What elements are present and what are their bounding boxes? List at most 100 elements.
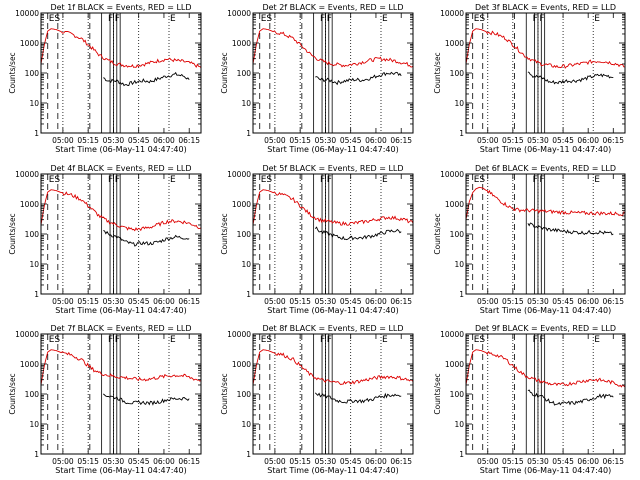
events-series-line (314, 392, 402, 404)
x-tick-label: 05:45 (552, 457, 574, 466)
plot-frame (40, 173, 202, 295)
x-tick-label: 05:00 (52, 457, 74, 466)
x-tick-label: 06:00 (365, 136, 387, 145)
detector-panel: Det 8f BLACK = Events, RED = LLD ES F F E 1 10… (220, 324, 414, 475)
marker-label: F (533, 14, 538, 24)
x-tick-label: 05:15 (289, 297, 311, 306)
marker-label: F (327, 175, 332, 185)
detector-panel: Det 9f BLACK = Events, RED = LLD ES F F E 1 10… (433, 324, 626, 475)
x-axis-label: Start Time (06-May-11 04:47:40) (480, 306, 611, 315)
marker-label: F (115, 14, 120, 24)
y-tick-label: 10000 (15, 170, 39, 179)
x-tick-label: 05:45 (552, 297, 574, 306)
y-tick-label: 100 (237, 230, 252, 239)
x-tick-label: 05:00 (477, 297, 499, 306)
x-axis-label: Start Time (06-May-11 04:47:40) (55, 466, 186, 475)
marker-label: ES (49, 335, 61, 345)
marker-label: E (594, 14, 600, 24)
marker-label: E (170, 175, 176, 185)
y-tick-label: 10000 (227, 9, 251, 18)
detector-panel: Det 4f BLACK = Events, RED = LLD ES F F E 1 10… (8, 164, 202, 315)
x-tick-label: 05:45 (128, 457, 150, 466)
events-series-line (103, 71, 190, 87)
events-series-line (314, 226, 402, 241)
y-tick-label: 1000 (20, 39, 39, 48)
marker-label: F (115, 175, 120, 185)
x-tick-label: 05:00 (52, 136, 74, 145)
marker-label: E (382, 335, 388, 345)
y-tick-label: 10 (29, 99, 39, 108)
marker-label: ES (261, 175, 273, 185)
y-tick-label: 100 (25, 390, 40, 399)
y-tick-label: 1 (34, 450, 39, 459)
marker-label: F (108, 335, 113, 345)
detector-panel: Det 5f BLACK = Events, RED = LLD ES F F E 1 10… (220, 164, 414, 315)
y-tick-label: 1000 (445, 39, 464, 48)
y-tick-label: 10000 (15, 9, 39, 18)
marker-label: E (170, 14, 176, 24)
marker-label: E (594, 335, 600, 345)
marker-label: ES (474, 335, 486, 345)
x-tick-label: 06:00 (577, 457, 599, 466)
x-tick-label: 05:30 (315, 136, 337, 145)
x-tick-label: 05:00 (264, 136, 286, 145)
y-tick-label: 10 (454, 260, 464, 269)
x-tick-label: 05:30 (103, 297, 125, 306)
lld-series-line (252, 349, 414, 386)
x-tick-label: 06:15 (602, 136, 624, 145)
y-tick-label: 10 (241, 260, 251, 269)
x-tick-label: 05:00 (477, 457, 499, 466)
x-tick-label: 06:15 (390, 136, 412, 145)
detector-panel: Det 1f BLACK = Events, RED = LLD ES F F E 1 10… (8, 3, 202, 154)
x-tick-label: 05:45 (128, 136, 150, 145)
plot-frame (252, 12, 414, 134)
y-tick-label: 10 (241, 99, 251, 108)
y-tick-label: 1000 (232, 360, 251, 369)
x-tick-label: 06:00 (153, 136, 175, 145)
x-axis-label: Start Time (06-May-11 04:47:40) (55, 306, 186, 315)
y-tick-label: 100 (25, 230, 40, 239)
y-tick-label: 10000 (440, 330, 464, 339)
x-axis-label: Start Time (06-May-11 04:47:40) (267, 466, 398, 475)
y-tick-label: 100 (237, 69, 252, 78)
panel-title: Det 9f BLACK = Events, RED = LLD (475, 324, 616, 333)
marker-label: ES (261, 335, 273, 345)
plot-frame (40, 333, 202, 455)
y-tick-label: 10 (29, 260, 39, 269)
marker-label: F (539, 175, 544, 185)
x-tick-label: 05:15 (289, 457, 311, 466)
marker-label: F (320, 175, 325, 185)
x-tick-label: 06:00 (153, 297, 175, 306)
marker-label: F (539, 14, 544, 24)
y-tick-label: 1000 (445, 200, 464, 209)
y-tick-label: 1 (459, 290, 464, 299)
x-tick-label: 05:30 (527, 457, 549, 466)
marker-label: F (533, 175, 538, 185)
y-tick-label: 10 (454, 420, 464, 429)
lld-series-line (40, 189, 202, 232)
y-tick-label: 10 (29, 420, 39, 429)
lld-series-line (465, 28, 626, 69)
marker-label: E (382, 14, 388, 24)
events-series-line (527, 71, 614, 85)
x-tick-label: 06:15 (390, 457, 412, 466)
y-tick-label: 1000 (445, 360, 464, 369)
x-axis-label: Start Time (06-May-11 04:47:40) (55, 145, 186, 154)
y-tick-label: 10000 (440, 9, 464, 18)
y-axis-label: Counts/sec (8, 373, 17, 414)
x-tick-label: 05:15 (77, 297, 99, 306)
x-tick-label: 06:15 (178, 136, 200, 145)
x-tick-label: 06:00 (577, 136, 599, 145)
x-axis-label: Start Time (06-May-11 04:47:40) (480, 466, 611, 475)
x-axis-label: Start Time (06-May-11 04:47:40) (267, 306, 398, 315)
y-tick-label: 1 (459, 129, 464, 138)
events-series-line (315, 71, 402, 86)
x-tick-label: 05:00 (264, 297, 286, 306)
x-tick-label: 06:00 (365, 297, 387, 306)
x-tick-label: 05:45 (340, 136, 362, 145)
marker-label: F (320, 335, 325, 345)
x-tick-label: 06:15 (602, 297, 624, 306)
marker-label: F (327, 335, 332, 345)
y-tick-label: 100 (450, 230, 465, 239)
y-tick-label: 10 (454, 99, 464, 108)
